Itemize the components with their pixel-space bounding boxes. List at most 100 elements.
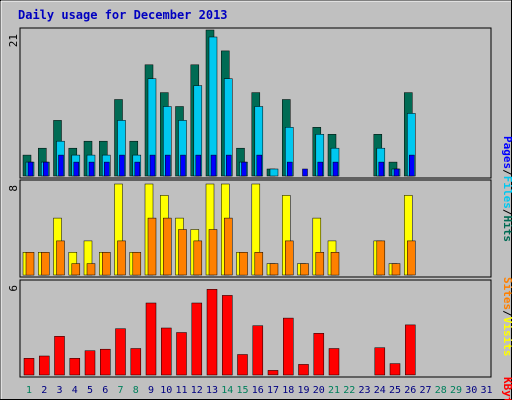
pages-bar xyxy=(256,154,263,177)
sites-bar xyxy=(41,252,50,276)
pages-bar xyxy=(58,154,64,177)
day-label: 5 xyxy=(87,385,93,396)
day-label: 13 xyxy=(206,385,218,396)
kbytes-bar xyxy=(115,328,126,376)
kbytes-bar xyxy=(298,364,309,376)
day-label: 20 xyxy=(313,385,325,396)
kbytes-bar xyxy=(84,350,96,376)
pages-bar xyxy=(210,154,217,177)
sites-bar xyxy=(193,240,203,276)
sites-bar xyxy=(163,217,172,276)
sites-bar xyxy=(269,263,279,276)
day-label: 30 xyxy=(465,385,477,396)
kbytes-bar xyxy=(389,363,401,376)
day-label: 25 xyxy=(389,385,401,396)
pages-bar xyxy=(302,168,308,177)
kbytes-bar xyxy=(145,302,157,376)
sites-bar xyxy=(285,240,294,276)
day-label: 12 xyxy=(191,385,203,396)
ymax-label-mid: 8 xyxy=(7,185,20,192)
pages-bar xyxy=(73,161,80,177)
pages-bar xyxy=(409,154,415,177)
sites-bar xyxy=(147,217,157,276)
sites-bar xyxy=(330,252,340,276)
day-label: 9 xyxy=(148,385,154,396)
legend-sep-3: / xyxy=(501,310,512,317)
kbytes-bar xyxy=(130,348,142,376)
sites-bar xyxy=(86,263,96,276)
day-label: 16 xyxy=(252,385,264,396)
sites-bar xyxy=(208,229,218,276)
pages-bar xyxy=(43,161,49,177)
sites-bar xyxy=(25,252,35,276)
legend-kbytes: KBytes xyxy=(501,377,512,400)
sites-bar xyxy=(117,240,126,276)
sites-bar xyxy=(376,240,386,276)
pages-bar xyxy=(195,154,202,177)
day-label: 19 xyxy=(297,385,309,396)
sites-bar xyxy=(300,263,309,276)
sites-bar xyxy=(391,263,401,276)
bar-layer xyxy=(22,29,416,376)
sites-bar xyxy=(239,252,248,276)
files-bar xyxy=(269,168,279,177)
legend-mid: Sites/Visits xyxy=(501,277,512,357)
pages-bar xyxy=(119,154,125,177)
day-label: 7 xyxy=(117,385,123,396)
kbytes-bar xyxy=(39,355,50,376)
kbytes-bar xyxy=(161,327,172,376)
kbytes-bar xyxy=(252,325,264,376)
pages-bar xyxy=(317,161,324,177)
kbytes-bar xyxy=(191,302,203,376)
day-label: 18 xyxy=(282,385,294,396)
kbytes-bar xyxy=(283,317,294,376)
day-label: 10 xyxy=(160,385,172,396)
day-label: 28 xyxy=(435,385,447,396)
sites-bar xyxy=(71,263,81,276)
kbytes-bar xyxy=(100,348,111,376)
sites-bar xyxy=(407,240,416,276)
legend-visits: Visits xyxy=(501,317,512,357)
day-label: 3 xyxy=(56,385,62,396)
pages-bar xyxy=(88,161,95,177)
day-label: 8 xyxy=(133,385,139,396)
day-label: 26 xyxy=(404,385,416,396)
day-label: 6 xyxy=(102,385,108,396)
pages-bar xyxy=(332,161,339,177)
day-label: 21 xyxy=(328,385,340,396)
legend-sites: Sites xyxy=(501,277,512,310)
day-label: 1 xyxy=(26,385,32,396)
day-label: 29 xyxy=(450,385,462,396)
pages-bar xyxy=(287,161,293,177)
pages-bar xyxy=(226,154,232,177)
day-label: 14 xyxy=(221,385,233,396)
day-label: 15 xyxy=(236,385,248,396)
pages-bar xyxy=(180,154,186,177)
pages-bar xyxy=(165,154,171,177)
pages-bar xyxy=(27,161,34,177)
kbytes-bar xyxy=(237,354,248,376)
ymax-label-bottom: 6 xyxy=(7,285,20,292)
sites-bar xyxy=(132,252,142,276)
pages-bar xyxy=(134,161,141,177)
kbytes-bar xyxy=(405,324,416,376)
day-axis-labels: 1 2 3 4 5 6 7 8 9 10 11 12 13 14 15 16 17 18 19 20 21 22 23 24 2… xyxy=(26,385,493,396)
kbytes-bar xyxy=(206,289,218,376)
day-label: 23 xyxy=(358,385,370,396)
day-label: 4 xyxy=(72,385,78,396)
chart-title: Daily usage for December 2013 xyxy=(18,8,228,22)
day-label: 22 xyxy=(343,385,355,396)
kbytes-bar xyxy=(222,295,233,376)
pages-bar xyxy=(393,168,400,177)
day-label: 31 xyxy=(480,385,492,396)
sites-bar xyxy=(102,252,111,276)
ymax-label-top: 21 xyxy=(7,34,20,47)
kbytes-bar xyxy=(176,332,187,376)
pages-bar xyxy=(241,161,247,177)
sites-bar xyxy=(224,217,233,276)
day-label: 11 xyxy=(175,385,187,396)
pages-bar xyxy=(104,161,110,177)
kbytes-bar xyxy=(313,333,325,376)
